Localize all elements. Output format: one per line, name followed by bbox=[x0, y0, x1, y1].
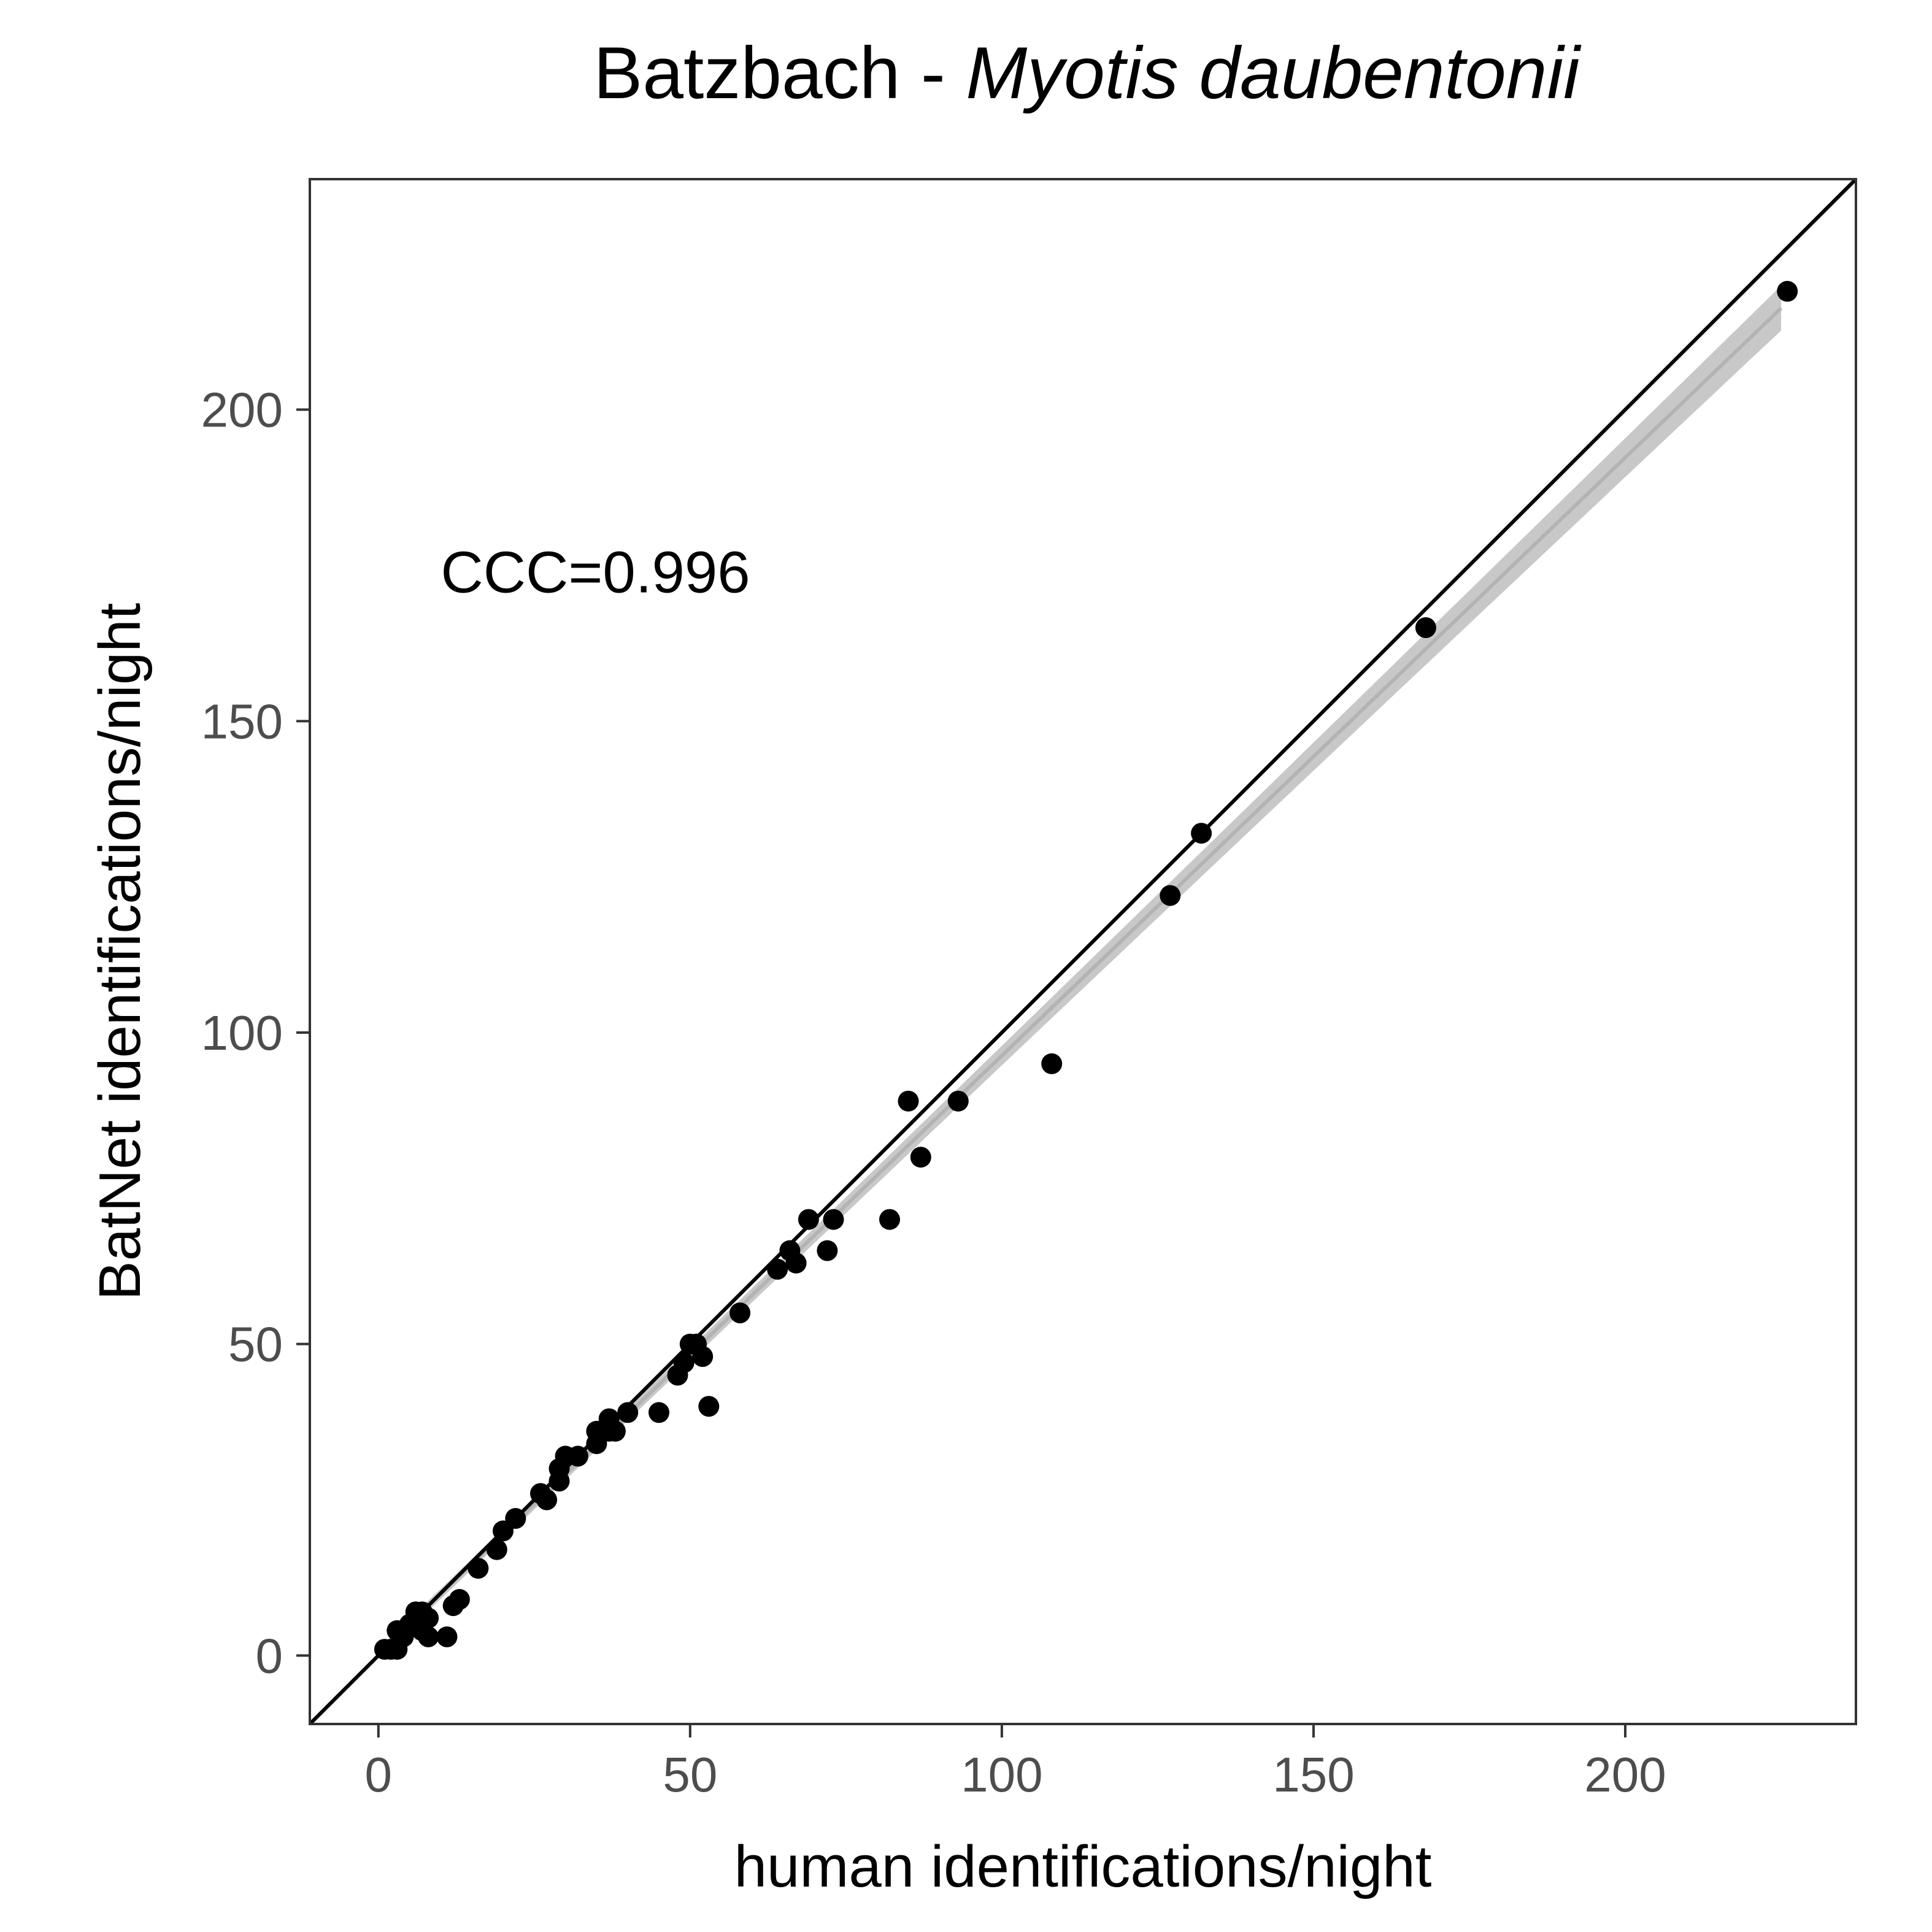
data-point bbox=[548, 1471, 570, 1491]
data-point bbox=[947, 1090, 969, 1112]
data-point bbox=[698, 1396, 720, 1417]
data-point bbox=[567, 1445, 588, 1467]
x-tick-label: 0 bbox=[365, 1747, 393, 1802]
data-point bbox=[785, 1252, 807, 1274]
data-point bbox=[1191, 823, 1212, 844]
x-tick-label: 200 bbox=[1584, 1747, 1666, 1802]
data-point bbox=[767, 1258, 788, 1280]
y-tick-label: 150 bbox=[201, 694, 283, 749]
data-point bbox=[823, 1209, 844, 1230]
data-point bbox=[604, 1420, 626, 1442]
data-point bbox=[692, 1346, 714, 1367]
data-point bbox=[617, 1402, 639, 1423]
data-point bbox=[1160, 885, 1181, 906]
data-point bbox=[798, 1209, 819, 1230]
y-tick-label: 0 bbox=[256, 1628, 283, 1683]
title-site: Batzbach - bbox=[593, 32, 966, 114]
data-point bbox=[448, 1588, 470, 1610]
panel-border bbox=[309, 178, 1857, 1725]
data-point bbox=[729, 1302, 751, 1323]
y-tick-label: 100 bbox=[201, 1006, 283, 1060]
data-point bbox=[468, 1558, 489, 1579]
data-point bbox=[536, 1489, 558, 1511]
data-point bbox=[418, 1607, 439, 1629]
data-point bbox=[1041, 1053, 1063, 1074]
data-point bbox=[898, 1090, 919, 1112]
data-point bbox=[1777, 280, 1798, 302]
points-layer bbox=[374, 280, 1798, 1660]
data-point bbox=[910, 1147, 931, 1168]
data-point bbox=[879, 1209, 900, 1230]
ccc-annotation: CCC=0.996 bbox=[441, 540, 750, 606]
data-point bbox=[648, 1402, 669, 1423]
data-point bbox=[418, 1626, 439, 1647]
x-axis: 0 50 100 150 200 bbox=[365, 1724, 1666, 1802]
chart-title: Batzbach - Myotis daubentonii bbox=[593, 32, 1582, 114]
data-point bbox=[673, 1352, 695, 1374]
data-point bbox=[817, 1240, 838, 1261]
x-tick-label: 100 bbox=[961, 1747, 1042, 1802]
y-axis-title: BatNet identifications/night bbox=[87, 603, 153, 1301]
x-tick-label: 50 bbox=[663, 1747, 717, 1802]
y-tick-label: 50 bbox=[228, 1317, 283, 1372]
data-point bbox=[1415, 617, 1436, 638]
data-point bbox=[505, 1507, 526, 1529]
data-point bbox=[486, 1539, 507, 1560]
x-tick-label: 150 bbox=[1272, 1747, 1354, 1802]
y-tick-label: 200 bbox=[201, 383, 283, 437]
x-axis-title: human identifications/night bbox=[734, 1834, 1432, 1899]
y-axis: 0 50 100 150 200 bbox=[201, 383, 310, 1683]
plot-area bbox=[310, 179, 1856, 1724]
title-species: Myotis daubentonii bbox=[966, 32, 1582, 114]
data-point bbox=[436, 1626, 458, 1647]
